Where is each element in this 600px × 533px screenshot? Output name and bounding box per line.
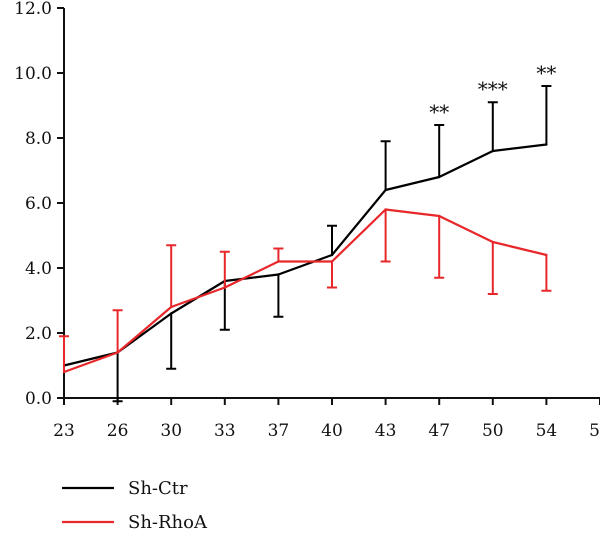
- point-sh-ctr-30: [170, 312, 173, 315]
- x-tick-label-4: 37: [268, 421, 290, 441]
- x-tick-label-10: 58: [589, 421, 600, 441]
- point-sh-ctr-50: [491, 149, 494, 153]
- x-tick-label-2: 30: [160, 421, 182, 441]
- point-sh-rhoa-50: [491, 240, 494, 244]
- x-tick-label-1: 26: [107, 421, 129, 441]
- point-sh-rhoa-40: [330, 260, 334, 263]
- point-sh-rhoa-43: [384, 208, 387, 211]
- point-sh-rhoa-26: [116, 351, 119, 354]
- point-sh-rhoa-23: [62, 370, 66, 374]
- point-sh-rhoa-47: [438, 214, 441, 218]
- x-tick-label-3: 33: [214, 421, 236, 441]
- significance-label-54: **: [536, 61, 556, 85]
- legend-label-sh-rhoa: Sh-RhoA: [128, 512, 208, 533]
- y-tick-label-5: 10.0: [14, 64, 52, 84]
- point-sh-ctr-54: [545, 143, 548, 146]
- x-tick-label-5: 40: [321, 421, 343, 441]
- x-tick-label-7: 47: [428, 421, 450, 441]
- annotation-layer: *******: [429, 61, 556, 124]
- point-sh-rhoa-37: [277, 260, 280, 263]
- point-sh-rhoa-30: [170, 305, 173, 309]
- point-sh-ctr-40: [330, 253, 334, 257]
- y-tick-label-0: 0.0: [25, 389, 52, 409]
- significance-label-50: ***: [478, 77, 508, 101]
- significance-label-47: **: [429, 100, 449, 124]
- series-line-sh-rhoa: [63, 208, 547, 374]
- y-tick-label-3: 6.0: [25, 194, 52, 214]
- legend-label-sh-ctr: Sh-Ctr: [128, 478, 188, 499]
- series-sh-ctr: [62, 85, 552, 403]
- axes: 0.0 2.0 4.0 6.0 8.0 10.0 12.0 23 26 30 33 37 40 43 47 5…: [14, 0, 600, 441]
- y-tick-label-6: 12.0: [14, 0, 52, 19]
- series-layer: [59, 85, 552, 403]
- y-tick-label-2: 4.0: [25, 259, 52, 279]
- x-tick-label-6: 43: [375, 421, 397, 441]
- point-sh-rhoa-33: [223, 286, 226, 289]
- point-sh-rhoa-54: [545, 253, 548, 257]
- series-line-sh-ctr: [63, 143, 547, 367]
- legend: Sh-Ctr Sh-RhoA: [62, 478, 208, 533]
- x-tick-label-9: 54: [536, 421, 558, 441]
- series-sh-rhoa: [59, 208, 552, 374]
- x-tick-label-0: 23: [53, 421, 75, 441]
- y-tick-label-1: 2.0: [25, 324, 52, 344]
- x-tick-label-8: 50: [482, 421, 504, 441]
- point-sh-ctr-47: [438, 175, 441, 179]
- y-tick-label-4: 8.0: [25, 129, 52, 149]
- point-sh-ctr-43: [384, 188, 387, 192]
- point-sh-ctr-37: [277, 273, 280, 276]
